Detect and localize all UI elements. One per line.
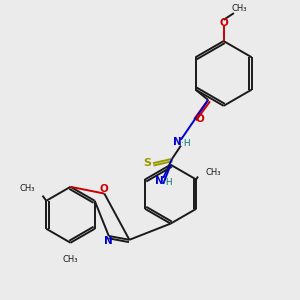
Text: O: O — [100, 184, 109, 194]
Text: CH₃: CH₃ — [19, 184, 35, 194]
Text: ·H: ·H — [181, 139, 191, 148]
Text: N: N — [173, 137, 182, 147]
Text: O: O — [220, 18, 229, 28]
Text: N: N — [155, 176, 164, 186]
Text: O: O — [195, 114, 204, 124]
Text: CH₃: CH₃ — [63, 255, 78, 264]
Text: CH₃: CH₃ — [232, 4, 247, 13]
Text: N: N — [104, 236, 112, 246]
Text: S: S — [144, 158, 152, 168]
Text: CH₃: CH₃ — [206, 169, 221, 178]
Text: ·H: ·H — [164, 178, 173, 187]
